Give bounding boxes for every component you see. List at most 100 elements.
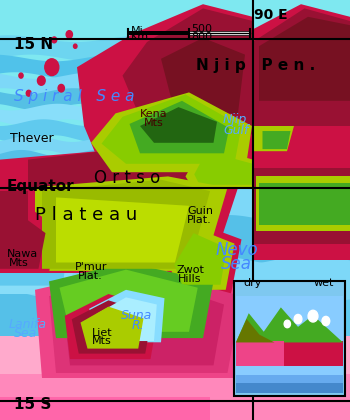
Polygon shape [253, 35, 350, 61]
Polygon shape [253, 168, 350, 244]
Polygon shape [169, 228, 234, 290]
Text: 15 N: 15 N [14, 37, 53, 52]
Text: Hills: Hills [178, 274, 201, 284]
Text: Suna: Suna [121, 310, 152, 322]
Text: Equator: Equator [7, 178, 75, 194]
Polygon shape [89, 290, 164, 342]
Polygon shape [0, 72, 350, 95]
Polygon shape [259, 183, 350, 225]
Text: P l a t e a u: P l a t e a u [35, 207, 137, 224]
Polygon shape [0, 273, 105, 386]
Polygon shape [77, 4, 253, 160]
Polygon shape [56, 197, 189, 262]
Polygon shape [253, 126, 294, 151]
Polygon shape [193, 341, 350, 381]
Polygon shape [253, 4, 350, 151]
Circle shape [52, 37, 57, 43]
Bar [236, 341, 343, 366]
Polygon shape [259, 17, 350, 101]
Text: 15 S: 15 S [14, 396, 51, 412]
Text: Kena: Kena [140, 109, 168, 119]
Polygon shape [0, 374, 350, 420]
Circle shape [19, 73, 23, 78]
Polygon shape [0, 336, 350, 420]
Polygon shape [236, 319, 274, 342]
Polygon shape [0, 341, 105, 390]
Bar [189, 31, 250, 35]
Text: Mts: Mts [144, 118, 163, 129]
Text: Sea: Sea [221, 255, 252, 273]
Text: Gulf: Gulf [223, 124, 248, 136]
Bar [236, 296, 343, 342]
Polygon shape [80, 307, 144, 349]
Text: N j i p   P e n .: N j i p P e n . [196, 58, 315, 73]
Polygon shape [186, 145, 253, 188]
Polygon shape [193, 188, 350, 378]
Bar [128, 31, 189, 35]
Text: Zwot: Zwot [177, 265, 205, 275]
Polygon shape [7, 188, 224, 269]
Polygon shape [72, 300, 152, 354]
Text: Nevo: Nevo [215, 241, 258, 259]
Polygon shape [193, 257, 350, 306]
Polygon shape [236, 307, 343, 342]
Text: Thever: Thever [10, 132, 54, 145]
Polygon shape [161, 38, 245, 113]
Polygon shape [0, 244, 77, 294]
Polygon shape [0, 35, 350, 61]
Polygon shape [0, 188, 238, 273]
Polygon shape [0, 165, 350, 191]
Circle shape [294, 315, 302, 324]
Polygon shape [193, 299, 350, 348]
Text: Km: Km [131, 32, 149, 42]
Text: wet: wet [313, 278, 334, 289]
Bar [236, 375, 343, 383]
Circle shape [74, 44, 77, 48]
Polygon shape [0, 191, 28, 256]
Polygon shape [60, 270, 198, 332]
Polygon shape [42, 180, 210, 269]
Polygon shape [140, 107, 217, 143]
Polygon shape [253, 81, 350, 113]
Polygon shape [0, 252, 66, 286]
Polygon shape [91, 92, 252, 172]
Text: 800: 800 [191, 32, 212, 42]
Text: P'mur: P'mur [75, 262, 108, 272]
Polygon shape [96, 297, 157, 341]
Circle shape [66, 31, 72, 38]
Polygon shape [28, 176, 228, 271]
Circle shape [45, 59, 59, 76]
Polygon shape [253, 55, 350, 87]
Polygon shape [130, 101, 229, 153]
Text: dry: dry [243, 278, 262, 289]
Polygon shape [0, 88, 350, 110]
Polygon shape [49, 271, 241, 373]
Polygon shape [28, 147, 214, 188]
Polygon shape [262, 131, 290, 149]
Polygon shape [0, 119, 350, 142]
Bar [236, 341, 284, 366]
Polygon shape [0, 104, 350, 126]
Circle shape [26, 90, 31, 96]
Polygon shape [0, 291, 105, 348]
Text: Sea: Sea [14, 328, 37, 340]
Polygon shape [256, 176, 350, 231]
Polygon shape [0, 135, 350, 157]
Text: S p i r a l   S e a: S p i r a l S e a [14, 89, 134, 104]
Polygon shape [0, 150, 350, 171]
Text: Mts: Mts [92, 336, 111, 346]
Bar [236, 383, 343, 393]
Polygon shape [0, 210, 46, 269]
Polygon shape [194, 151, 253, 185]
Polygon shape [0, 55, 350, 79]
Polygon shape [63, 278, 224, 365]
Text: 90 E: 90 E [254, 8, 287, 22]
Bar [236, 366, 343, 375]
Text: Mi: Mi [131, 26, 144, 36]
Circle shape [308, 310, 318, 322]
Polygon shape [164, 223, 242, 294]
Polygon shape [253, 8, 350, 126]
Circle shape [322, 316, 330, 326]
Polygon shape [0, 188, 35, 260]
Text: R.: R. [131, 319, 144, 332]
